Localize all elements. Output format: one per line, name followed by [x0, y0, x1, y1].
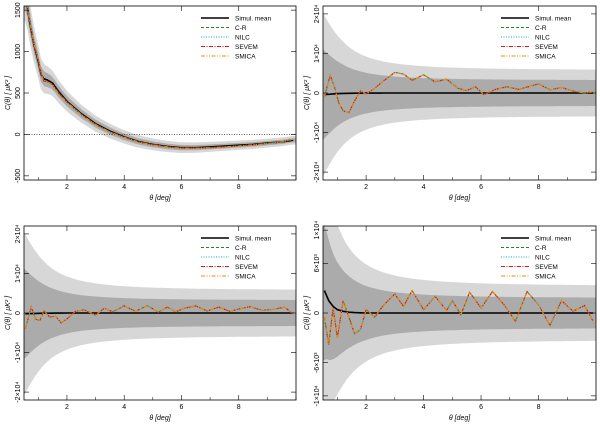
y-tick-label: -1×10⁴	[314, 122, 321, 143]
x-tick-label: 8	[537, 404, 541, 411]
legend-label: SMICA	[535, 53, 556, 60]
plot-area	[24, 232, 296, 396]
plot-area	[24, 6, 296, 153]
y-tick-label: 500	[15, 87, 22, 99]
y-tick-label: 0	[15, 311, 22, 315]
x-tick-label: 6	[180, 184, 184, 191]
y-tick-label: -500	[15, 169, 22, 183]
x-tick-label: 4	[422, 184, 426, 191]
series-line-smica	[24, 304, 294, 329]
band-1-sigma	[323, 49, 596, 140]
y-tick-label: -6×10³	[314, 352, 321, 373]
x-tick-label: 2	[364, 184, 368, 191]
x-axis-label: θ [deg]	[449, 195, 471, 202]
band-1-sigma	[323, 226, 596, 361]
legend-label: C-R	[535, 25, 547, 32]
y-tick-label: 1×10⁴	[15, 264, 22, 283]
y-axis-label: C(θ) [ μK² ]	[304, 295, 311, 330]
series-line-smica	[26, 6, 294, 149]
x-tick-label: 6	[180, 404, 184, 411]
legend-label: NILC	[535, 254, 550, 261]
x-tick-label: 6	[479, 184, 483, 191]
chart-panel-3: 2 4 6 8 -2×10⁴ -1×10⁴ 0 1×10⁴ 2×10⁴ θ [deg] C(θ) […	[5, 225, 297, 422]
plot-area	[323, 13, 596, 177]
y-tick-label: -1×10⁴	[15, 342, 22, 363]
legend-label: SEVEM	[535, 44, 558, 51]
legend-label: Simul. mean	[535, 235, 572, 242]
chart-panel-2: 2 4 6 8 -2×10⁴ -1×10⁴ 0 1×10⁴ 2×10⁴ θ [deg] C(θ) […	[304, 5, 597, 202]
y-tick-label: -1×10⁴	[314, 385, 321, 406]
y-tick-label: 1×10⁴	[314, 221, 321, 240]
series-line-simul-mean	[323, 290, 594, 314]
legend-label: C-R	[235, 245, 247, 252]
legend-label: SMICA	[235, 273, 256, 280]
legend: Simul. mean C-R NILC SEVEM SMICA	[501, 15, 572, 60]
band-1-sigma	[24, 6, 296, 151]
y-axis-label: C(θ) [ μK² ]	[304, 75, 311, 110]
x-tick-label: 4	[122, 184, 126, 191]
legend-label: SEVEM	[535, 264, 558, 271]
y-tick-label: -2×10⁴	[15, 382, 22, 403]
legend-label: C-R	[535, 245, 547, 252]
legend: Simul. mean C-R NILC SEVEM SMICA	[201, 15, 272, 60]
series-line-smica	[323, 289, 594, 345]
series-line-simul-mean	[25, 312, 294, 315]
y-tick-label: 0	[15, 132, 22, 136]
y-tick-label: 0	[314, 91, 321, 95]
y-tick-label: 1500	[15, 2, 22, 18]
y-axis-label: C(θ) [ μK² ]	[5, 75, 12, 110]
series-line-c-r	[24, 304, 294, 329]
legend-label: Simul. mean	[235, 235, 272, 242]
y-tick-label: 1×10⁴	[314, 44, 321, 63]
x-tick-label: 2	[65, 404, 69, 411]
x-axis-label: θ [deg]	[149, 415, 171, 422]
legend-label: SEVEM	[235, 264, 258, 271]
legend: Simul. mean C-R NILC SEVEM SMICA	[201, 235, 272, 280]
legend-label: SMICA	[235, 53, 256, 60]
band-2-sigma	[24, 6, 296, 153]
y-tick-label: -2×10⁴	[314, 162, 321, 183]
legend-label: NILC	[235, 34, 250, 41]
series-line-smica	[323, 71, 594, 114]
x-tick-label: 8	[237, 404, 241, 411]
legend-label: C-R	[235, 25, 247, 32]
x-axis-label: θ [deg]	[149, 195, 171, 202]
series-line-simul-mean	[324, 92, 594, 96]
x-tick-label: 4	[122, 404, 126, 411]
y-tick-label: 1000	[15, 44, 22, 60]
legend-label: Simul. mean	[535, 15, 572, 22]
chart-panel-1: 2 4 6 8 -500 0 500 1000 1500 θ [deg] C(θ) [ μK² ] S…	[5, 2, 297, 202]
y-tick-label: 2×10⁴	[15, 225, 22, 244]
y-tick-label: 0	[314, 311, 321, 315]
x-tick-label: 4	[422, 404, 426, 411]
legend-label: NILC	[235, 254, 250, 261]
chart-panel-4: 2 4 6 8 -1×10⁴ -6×10³ 0 6×10³ 1×10⁴ θ [deg] C(θ) […	[304, 221, 597, 422]
legend-label: SMICA	[535, 273, 556, 280]
y-axis-label: C(θ) [ μK² ]	[5, 295, 12, 330]
legend-label: NILC	[535, 34, 550, 41]
x-tick-label: 8	[237, 184, 241, 191]
x-tick-label: 2	[65, 184, 69, 191]
plot-area	[323, 226, 596, 400]
legend-label: Simul. mean	[235, 15, 272, 22]
y-tick-label: 2×10⁴	[314, 5, 321, 24]
legend-label: SEVEM	[235, 44, 258, 51]
x-tick-label: 2	[364, 404, 368, 411]
x-tick-label: 8	[537, 184, 541, 191]
x-tick-label: 6	[479, 404, 483, 411]
x-axis-label: θ [deg]	[449, 415, 471, 422]
series-line-nilc	[323, 71, 594, 114]
legend: Simul. mean C-R NILC SEVEM SMICA	[501, 235, 572, 280]
y-tick-label: 6×10³	[314, 254, 321, 273]
